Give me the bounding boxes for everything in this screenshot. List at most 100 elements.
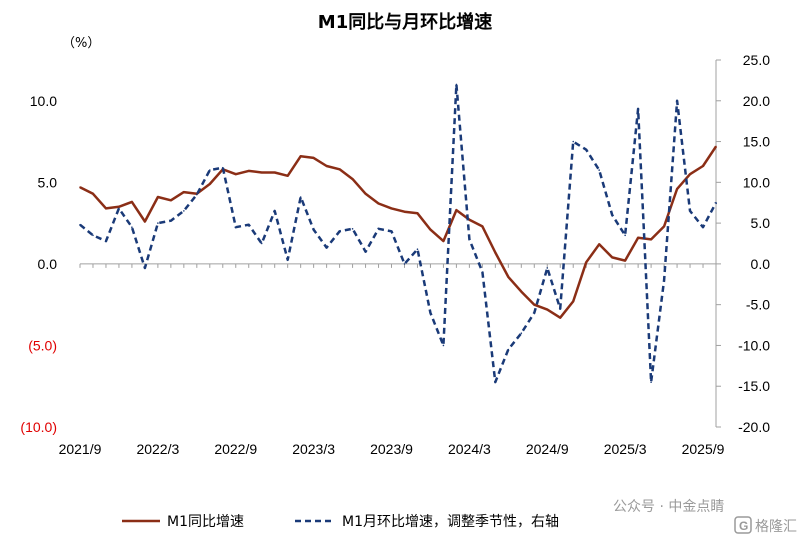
- m1-yoy-point: [546, 308, 549, 311]
- x-tick-label: 2024/3: [448, 441, 491, 457]
- m1-yoy-point: [79, 186, 81, 189]
- chart-title: M1同比与月环比增速: [318, 11, 492, 33]
- left-tick-label: 0.0: [38, 256, 58, 272]
- m1-yoy-point: [429, 228, 432, 231]
- m1-yoy-point: [585, 261, 588, 264]
- m1-yoy-point: [118, 206, 120, 208]
- x-tick-label: 2022/3: [136, 441, 179, 457]
- m1-yoy-point: [247, 170, 250, 172]
- m1-yoy-point: [494, 251, 497, 254]
- m1-yoy-point: [663, 225, 665, 228]
- m1-yoy-point: [208, 183, 211, 185]
- series-layer: [79, 83, 718, 384]
- gelonghui-logo: G 格隆汇: [734, 516, 797, 535]
- m1-mom-point: [364, 250, 367, 253]
- m1-mom-point: [702, 226, 704, 228]
- x-tick-label: 2021/9: [59, 441, 102, 457]
- m1-yoy-point: [468, 219, 471, 221]
- m1-yoy-point: [131, 201, 133, 203]
- m1-yoy-point: [650, 238, 652, 241]
- right-tick-label: 10.0: [743, 174, 770, 190]
- m1-yoy-point: [572, 300, 575, 303]
- m1-mom-point: [196, 193, 198, 196]
- x-tick-label: 2024/9: [526, 441, 569, 457]
- m1-mom-point: [299, 196, 302, 198]
- right-tick-label: 0.0: [751, 256, 771, 272]
- m1-yoy-point: [364, 192, 367, 195]
- svg-text:G: G: [739, 519, 748, 533]
- m1-yoy-point: [598, 243, 600, 246]
- left-tick-label: (5.0): [28, 337, 57, 353]
- m1-yoy-point: [559, 316, 562, 319]
- m1-yoy-point: [637, 236, 639, 239]
- m1-yoy-point: [442, 240, 445, 242]
- m1-mom-point: [208, 169, 211, 171]
- right-tick-label: -10.0: [738, 337, 770, 353]
- m1-yoy-point: [715, 145, 717, 148]
- x-tick-label: 2022/9: [214, 441, 257, 457]
- left-tick-label: (10.0): [20, 419, 57, 435]
- m1-yoy-point: [273, 171, 276, 174]
- m1-yoy-point: [403, 210, 406, 213]
- m1-mom-point: [79, 223, 81, 226]
- left-axis-ticks: 10.0 5.0 0.0 (5.0) (10.0): [20, 93, 57, 435]
- m1-mom-point: [273, 210, 276, 212]
- m1-mom-point: [442, 344, 445, 347]
- legend-label-m1-mom: M1月环比增速，调整季节性，右轴: [342, 514, 559, 530]
- right-tick-label: 15.0: [743, 134, 770, 150]
- right-axis-ticks: 25.0 20.0 15.0 10.0 5.0 0.0 -5.0 -10.0 -15.0 -20.…: [716, 52, 770, 435]
- m1-mom-point: [624, 234, 626, 237]
- m1-mom-point: [183, 210, 185, 212]
- x-axis-ticks: 2021/9 2022/3 2022/9 2023/3 2023/9 2024/3 2024…: [59, 263, 725, 457]
- x-tick-label: 2025/3: [604, 441, 647, 457]
- legend: M1同比增速 M1月环比增速，调整季节性，右轴: [122, 514, 559, 530]
- series-line-m1-mom: [79, 83, 718, 384]
- m1-yoy-point: [481, 225, 484, 228]
- right-tick-label: -20.0: [738, 419, 770, 435]
- m1-mom-point: [572, 140, 575, 143]
- right-tick-label: 25.0: [743, 52, 770, 68]
- m1-mom-point: [377, 228, 380, 230]
- m1-yoy-point: [351, 178, 354, 180]
- m1-mom-point: [131, 226, 133, 228]
- m1-mom-point: [157, 222, 159, 224]
- m1-yoy-point: [338, 168, 341, 171]
- m1-mom-point: [455, 83, 458, 86]
- m1-yoy-point: [105, 207, 107, 210]
- m1-yoy-point: [286, 175, 289, 177]
- m1-yoy-point: [416, 212, 419, 215]
- left-tick-label: 5.0: [38, 174, 58, 190]
- m1-yoy-point: [702, 165, 704, 167]
- m1-mom-point: [689, 210, 691, 212]
- m1-yoy-point: [611, 256, 613, 259]
- left-axis-unit: （%）: [62, 36, 100, 51]
- m1-yoy-point: [689, 173, 691, 175]
- m1-mom-point: [559, 307, 562, 310]
- m1-mom-point: [286, 259, 289, 261]
- x-tick-label: 2023/9: [370, 441, 413, 457]
- m1-mom-point: [715, 201, 717, 204]
- m1-yoy-point: [92, 192, 94, 195]
- m1-yoy-point: [676, 188, 678, 190]
- m1-yoy-point: [377, 202, 380, 205]
- right-tick-label: 5.0: [751, 215, 771, 231]
- m1-yoy-point: [170, 199, 172, 202]
- m1-mom-point: [312, 228, 315, 231]
- m1-yoy-point: [312, 157, 315, 159]
- m1-yoy-point: [234, 173, 237, 175]
- m1-yoy-point: [260, 171, 263, 174]
- m1-mom-point: [546, 267, 549, 269]
- m1-mom-point: [494, 381, 497, 383]
- watermark-text: 公众号 · 中金点睛: [613, 499, 724, 515]
- right-tick-label: -15.0: [738, 378, 770, 394]
- m1-mom-point: [416, 248, 419, 251]
- m1-mom-point: [234, 226, 237, 228]
- legend-label-m1-yoy: M1同比增速: [167, 514, 244, 530]
- m1-mom-point: [481, 271, 484, 273]
- m1-mom-point: [403, 263, 406, 265]
- m1-yoy-point: [390, 207, 393, 210]
- m1-mom-point: [676, 99, 678, 102]
- m1-yoy-point: [325, 165, 328, 167]
- m1-mom-point: [611, 214, 613, 216]
